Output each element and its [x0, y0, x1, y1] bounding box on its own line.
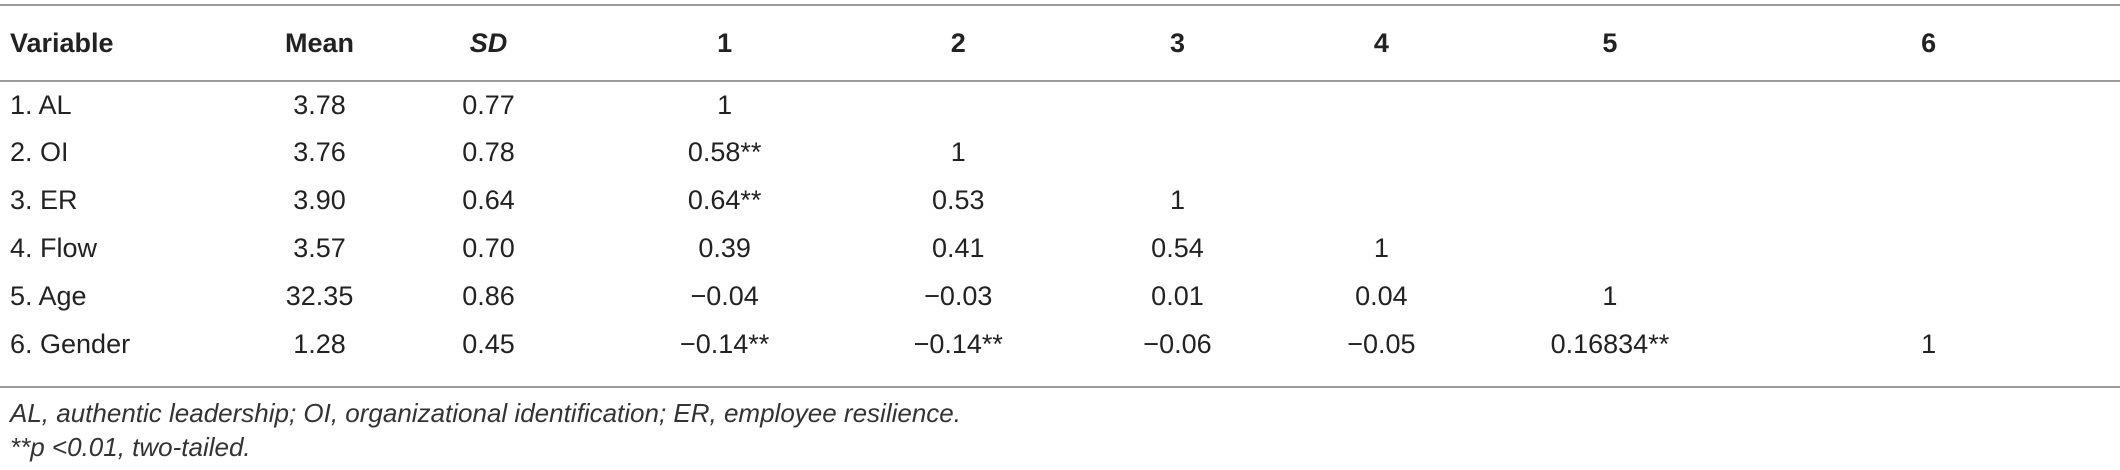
cell-r3: 0.01 — [1151, 280, 1204, 311]
cell-r2 — [842, 80, 1075, 128]
cell-sd: 0.77 — [462, 89, 515, 120]
cell-r4 — [1280, 176, 1482, 224]
header-col-6: 6 — [1921, 27, 1937, 58]
table-row: 2. OI 3.76 0.78 0.58** 1 — [0, 128, 2120, 176]
cell-sd: 0.86 — [462, 280, 515, 311]
cell-r1: 0.58** — [687, 136, 762, 167]
cell-r6 — [1737, 80, 2120, 128]
cell-r4: 0.04 — [1355, 280, 1408, 311]
header-col-4: 4 — [1373, 27, 1389, 58]
cell-r5 — [1482, 80, 1737, 128]
cell-r6 — [1737, 224, 2120, 272]
header-variable: Variable — [10, 27, 114, 58]
cell-r5: 1 — [1602, 280, 1618, 311]
table-row: 6. Gender 1.28 0.45 −0.14** −0.14** −0.0… — [0, 320, 2120, 368]
cell-r5: 0.16834** — [1550, 328, 1670, 359]
header-col-1: 1 — [717, 27, 733, 58]
cell-r3 — [1075, 128, 1281, 176]
cell-r5 — [1482, 176, 1737, 224]
cell-mean: 3.76 — [293, 136, 346, 167]
header-row: Variable Mean SD 1 2 3 4 5 6 — [0, 6, 2120, 80]
table-row: 4. Flow 3.57 0.70 0.39 0.41 0.54 1 — [0, 224, 2120, 272]
cell-r2: 0.53 — [931, 184, 985, 215]
cell-r1: −0.14** — [679, 328, 770, 359]
header-col-3: 3 — [1169, 27, 1185, 58]
cell-r2: 1 — [950, 136, 966, 167]
table-row: 5. Age 32.35 0.86 −0.04 −0.03 0.01 0.04 … — [0, 272, 2120, 320]
cell-variable: 5. Age — [10, 280, 87, 311]
cell-r4: −0.05 — [1347, 328, 1416, 359]
table-row: 1. AL 3.78 0.77 1 — [0, 80, 2120, 128]
table-row: 3. ER 3.90 0.64 0.64** 0.53 1 — [0, 176, 2120, 224]
cell-r1: 1 — [717, 89, 733, 120]
cell-r2: −0.03 — [924, 280, 993, 311]
cell-r4 — [1280, 128, 1482, 176]
cell-r2: 0.41 — [931, 232, 985, 263]
cell-sd: 0.70 — [462, 232, 515, 263]
cell-r5 — [1482, 128, 1737, 176]
cell-variable: 2. OI — [10, 136, 69, 167]
cell-variable: 6. Gender — [10, 328, 131, 359]
cell-r6 — [1737, 128, 2120, 176]
cell-r1: −0.04 — [690, 280, 759, 311]
cell-sd: 0.45 — [462, 328, 515, 359]
cell-variable: 3. ER — [10, 184, 78, 215]
cell-mean: 3.57 — [293, 232, 346, 263]
abbreviations-note: AL, authentic leadership; OI, organizati… — [10, 398, 961, 428]
cell-mean: 1.28 — [293, 328, 346, 359]
cell-r6 — [1737, 176, 2120, 224]
cell-r4 — [1280, 80, 1482, 128]
cell-r1: 0.39 — [698, 232, 751, 263]
cell-sd: 0.64 — [462, 184, 515, 215]
cell-r3: −0.06 — [1143, 328, 1212, 359]
cell-mean: 3.78 — [293, 89, 346, 120]
header-sd: SD — [469, 27, 508, 58]
cell-r6: 1 — [1921, 328, 1937, 359]
header-rule — [0, 80, 2120, 82]
cell-r3: 1 — [1169, 184, 1185, 215]
cell-r3 — [1075, 80, 1281, 128]
significance-note: **p <0.01, two-tailed. — [10, 432, 251, 462]
cell-r2: −0.14** — [913, 328, 1003, 359]
cell-r1: 0.64** — [687, 184, 762, 215]
header-col-2: 2 — [950, 27, 966, 58]
header-col-5: 5 — [1602, 27, 1618, 58]
cell-mean: 32.35 — [285, 280, 354, 311]
cell-mean: 3.90 — [293, 184, 346, 215]
cell-r4: 1 — [1373, 232, 1389, 263]
cell-r6 — [1737, 272, 2120, 320]
cell-variable: 4. Flow — [10, 232, 98, 263]
cell-r5 — [1482, 224, 1737, 272]
cell-r3: 0.54 — [1151, 232, 1204, 263]
cell-variable: 1. AL — [10, 89, 72, 120]
header-mean: Mean — [285, 27, 355, 58]
top-rule — [0, 4, 2120, 6]
correlation-table: Variable Mean SD 1 2 3 4 5 6 1. AL 3.78 … — [0, 6, 2120, 368]
cell-sd: 0.78 — [462, 136, 515, 167]
bottom-rule — [0, 386, 2120, 388]
